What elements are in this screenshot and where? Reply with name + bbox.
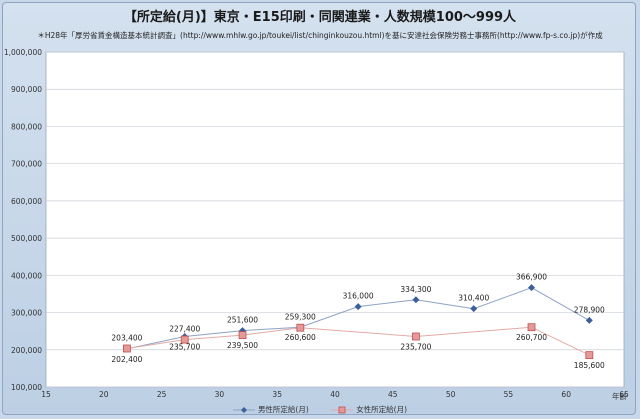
x-tick-label: 35 [272,390,282,399]
legend: 男性所定給(月) 女性所定給(月) [0,404,640,416]
female-data-point [296,323,305,332]
x-tick-label: 50 [446,390,456,399]
female-data-point [412,332,420,341]
male-data-label: 316,000 [343,292,374,301]
y-tick-label: 300,000 [11,309,42,318]
x-tick-label: 25 [157,390,167,399]
female-data-label: 259,300 [285,313,316,322]
male-data-label: 260,600 [285,333,316,342]
female-data-point [238,331,247,339]
female-data-label: 227,400 [169,325,200,334]
y-tick-label: 200,000 [11,346,42,355]
female-data-label: 185,600 [574,361,605,370]
male-data-point [528,284,536,292]
male-data-point [585,316,593,324]
x-tick-label: 30 [215,390,225,399]
male-data-label: 202,400 [111,355,142,364]
source-note: ＊H28年「厚労省賃金構造基本統計調査」(http://www.mhlw.go.… [37,31,603,40]
female-data-label: 260,700 [516,333,547,342]
y-tick-label: 600,000 [11,197,42,206]
female-data-label: 235,700 [400,342,431,351]
y-tick-label: 900,000 [11,85,42,94]
female-data-label: 239,500 [227,341,258,350]
x-tick-label: 55 [504,390,514,399]
legend-label-female: 女性所定給(月) [356,405,408,414]
male-data-label: 334,300 [400,285,431,294]
x-axis-label: 年齢 [612,392,627,401]
male-data-label: 251,600 [227,316,258,325]
male-data-point [412,296,420,304]
female-data-point [527,323,536,332]
x-tick-label: 20 [99,390,109,399]
male-data-label: 366,900 [516,273,547,282]
x-tick-label: 45 [388,390,398,399]
y-tick-label: 400,000 [11,271,42,280]
male-data-label: 310,400 [458,294,489,303]
y-tick-label: 1,000,000 [4,48,42,57]
male-data-label: 235,700 [169,342,200,351]
legend-item-male: 男性所定給(月) [232,404,309,415]
female-data-point [180,335,189,344]
female-data-point [123,344,131,353]
legend-male-marker-icon [232,406,255,413]
y-tick-label: 500,000 [11,234,42,243]
x-tick-label: 15 [41,390,51,399]
legend-item-female: 女性所定給(月) [331,404,407,415]
x-tick-label: 60 [561,390,571,399]
male-data-label: 278,900 [574,305,605,314]
x-tick-label: 65 [619,390,629,399]
female-data-point [585,351,594,360]
chart-title: 【所定給(月)】東京・E15印刷・同関連業・人数規模100～999人 [123,10,517,25]
plot-area [45,51,625,388]
male-data-point [470,305,478,313]
x-tick-label: 40 [330,390,340,399]
legend-label-male: 男性所定給(月) [257,405,309,414]
y-tick-label: 800,000 [11,122,42,131]
female-data-label: 203,400 [111,334,142,343]
male-data-point [354,303,362,311]
y-tick-label: 700,000 [11,160,42,169]
y-tick-label: 100,000 [11,383,42,392]
legend-female-marker-icon [331,406,354,413]
